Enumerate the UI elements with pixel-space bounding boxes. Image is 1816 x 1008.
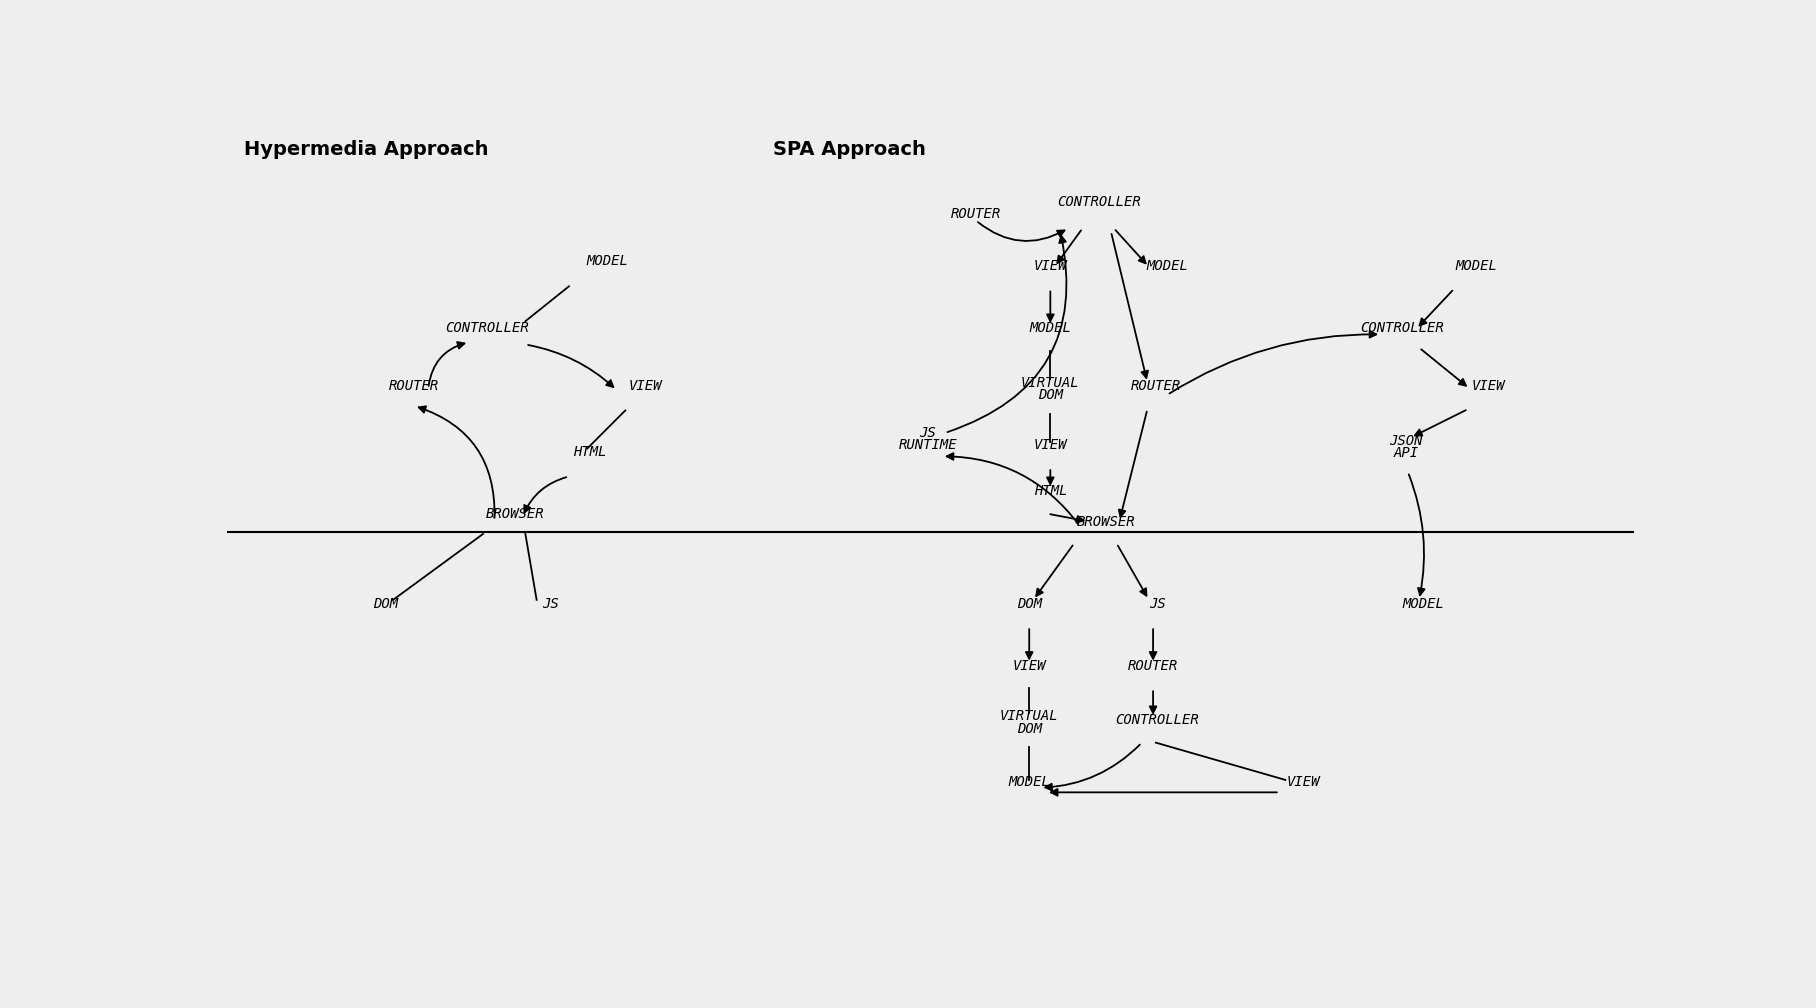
Text: RUNTIME: RUNTIME bbox=[899, 438, 957, 453]
Text: ROUTER: ROUTER bbox=[1131, 379, 1180, 393]
Text: BROWSER: BROWSER bbox=[487, 507, 545, 521]
Text: MODEL: MODEL bbox=[1402, 597, 1444, 611]
Text: CONTROLLER: CONTROLLER bbox=[445, 322, 528, 336]
Text: HTML: HTML bbox=[574, 446, 607, 460]
Text: DOM: DOM bbox=[374, 597, 398, 611]
Text: JS: JS bbox=[919, 426, 937, 439]
Text: VIRTUAL: VIRTUAL bbox=[1001, 710, 1059, 724]
Text: CONTROLLER: CONTROLLER bbox=[1360, 322, 1444, 336]
Text: VIEW: VIEW bbox=[1471, 379, 1505, 393]
Text: VIEW: VIEW bbox=[628, 379, 661, 393]
Text: CONTROLLER: CONTROLLER bbox=[1115, 713, 1199, 727]
Text: MODEL: MODEL bbox=[1146, 259, 1188, 273]
Text: VIRTUAL: VIRTUAL bbox=[1021, 376, 1081, 389]
Text: JS: JS bbox=[543, 597, 559, 611]
Text: DOM: DOM bbox=[1017, 597, 1042, 611]
Text: MODEL: MODEL bbox=[587, 254, 628, 268]
Text: ROUTER: ROUTER bbox=[1128, 659, 1179, 672]
Text: MODEL: MODEL bbox=[1030, 322, 1071, 336]
Text: VIEW: VIEW bbox=[1033, 437, 1068, 452]
Text: BROWSER: BROWSER bbox=[1077, 515, 1137, 529]
Text: MODEL: MODEL bbox=[1008, 775, 1050, 789]
Text: VIEW: VIEW bbox=[1013, 659, 1046, 672]
Text: MODEL: MODEL bbox=[1456, 259, 1498, 273]
Text: VIEW: VIEW bbox=[1288, 775, 1320, 789]
Text: JSON: JSON bbox=[1389, 433, 1424, 448]
Text: JS: JS bbox=[1150, 597, 1166, 611]
Text: DOM: DOM bbox=[1017, 722, 1042, 736]
Text: SPA Approach: SPA Approach bbox=[774, 140, 926, 159]
Text: ROUTER: ROUTER bbox=[389, 379, 439, 393]
Text: HTML: HTML bbox=[1033, 484, 1068, 498]
Text: VIEW: VIEW bbox=[1033, 259, 1068, 273]
Text: CONTROLLER: CONTROLLER bbox=[1057, 195, 1142, 209]
Text: API: API bbox=[1395, 447, 1418, 461]
Text: DOM: DOM bbox=[1037, 388, 1062, 402]
Text: Hypermedia Approach: Hypermedia Approach bbox=[243, 140, 489, 159]
Text: ROUTER: ROUTER bbox=[950, 207, 1001, 221]
